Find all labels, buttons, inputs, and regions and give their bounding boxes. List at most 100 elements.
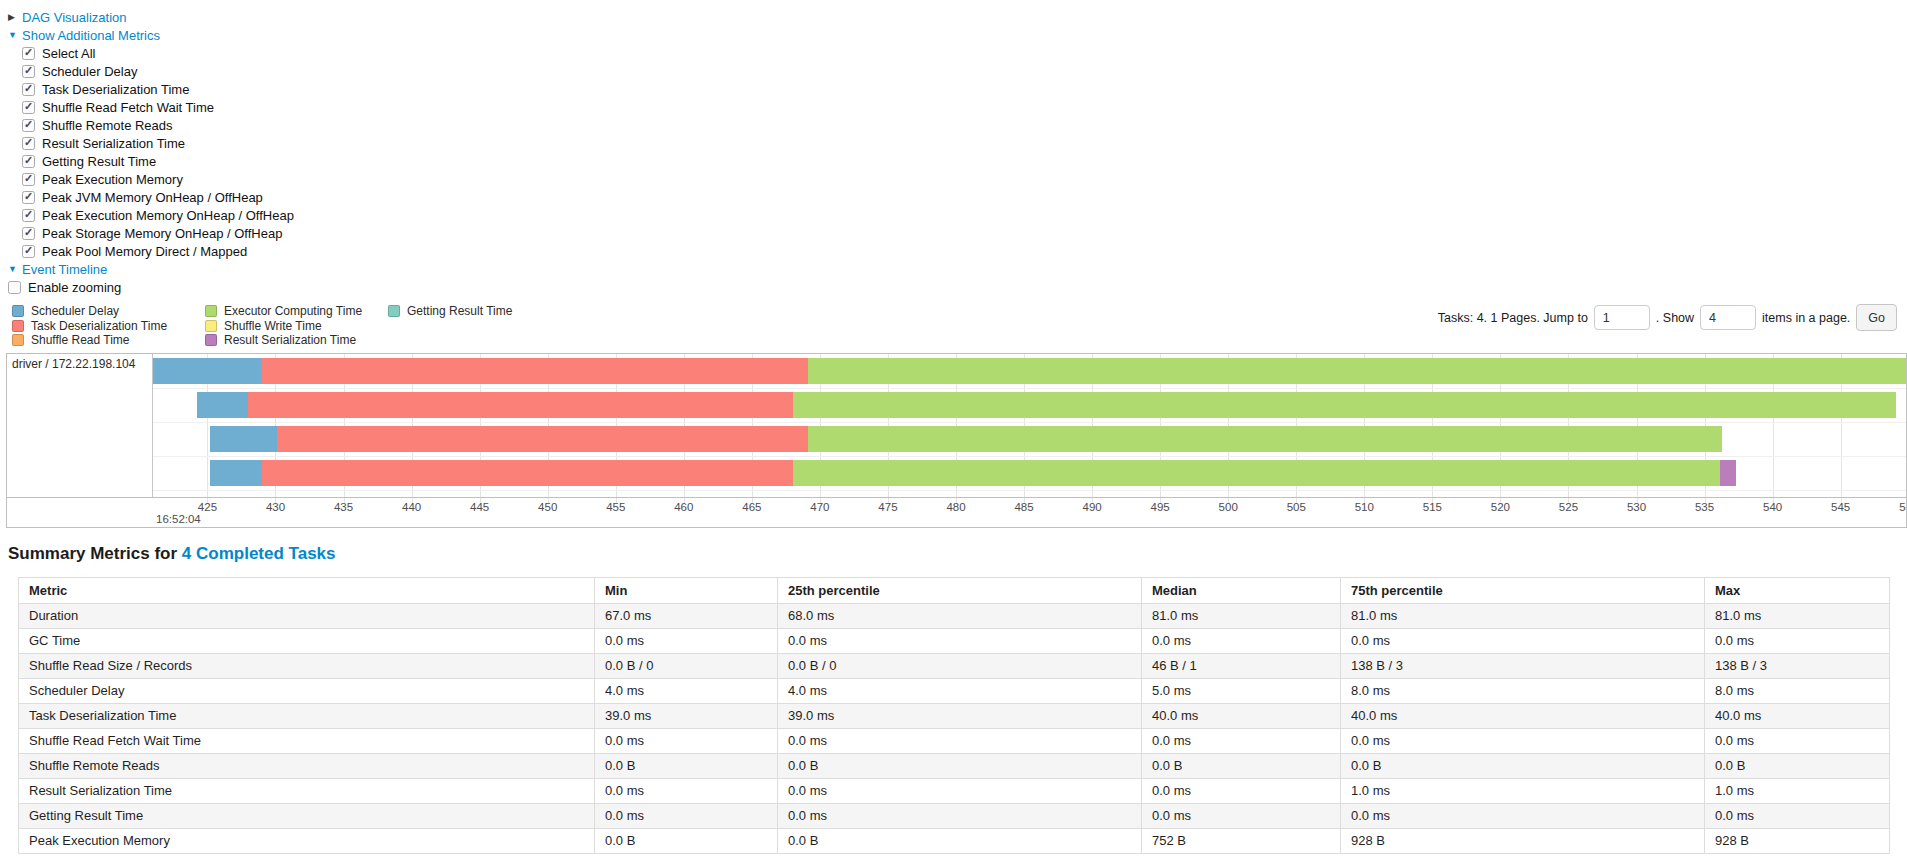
metric-value-cell: 0.0 ms bbox=[778, 804, 1142, 829]
metric-value-cell: 0.0 B bbox=[1705, 754, 1890, 779]
task-bar-segment[interactable] bbox=[197, 392, 249, 418]
metric-value-cell: 81.0 ms bbox=[1705, 604, 1890, 629]
metric-option-row: Peak Execution Memory OnHeap / OffHeap bbox=[22, 206, 1907, 224]
column-header: 75th percentile bbox=[1341, 578, 1705, 604]
metric-value-cell: 5.0 ms bbox=[1142, 679, 1341, 704]
axis-tick-label: 445 bbox=[470, 501, 489, 513]
metric-checkbox[interactable] bbox=[22, 47, 35, 60]
event-timeline-link[interactable]: Event Timeline bbox=[22, 262, 107, 277]
axis-tick-label: 505 bbox=[1287, 501, 1306, 513]
timeline-x-axis: 16:52:04 4254304354404454504554604654704… bbox=[153, 499, 1906, 527]
legend-swatch bbox=[205, 320, 217, 332]
table-body: Duration67.0 ms68.0 ms81.0 ms81.0 ms81.0… bbox=[19, 604, 1890, 854]
metric-checkbox[interactable] bbox=[22, 65, 35, 78]
metric-checkbox[interactable] bbox=[22, 155, 35, 168]
metric-value-cell: 40.0 ms bbox=[1341, 704, 1705, 729]
metric-option-row: Peak Execution Memory bbox=[22, 170, 1907, 188]
metric-value-cell: 0.0 B bbox=[1341, 754, 1705, 779]
metric-checkbox[interactable] bbox=[22, 137, 35, 150]
metric-checkbox-label: Peak Storage Memory OnHeap / OffHeap bbox=[42, 226, 282, 241]
axis-tick-label: 480 bbox=[946, 501, 965, 513]
axis-tick-label: 425 bbox=[198, 501, 217, 513]
task-bar-segment[interactable] bbox=[262, 358, 808, 384]
metric-checkbox[interactable] bbox=[22, 209, 35, 222]
task-bar-segment[interactable] bbox=[262, 460, 793, 486]
metric-value-cell: 0.0 ms bbox=[778, 729, 1142, 754]
go-button[interactable]: Go bbox=[1856, 304, 1897, 331]
metric-name-cell: Shuffle Read Fetch Wait Time bbox=[19, 729, 595, 754]
metric-checkbox[interactable] bbox=[22, 101, 35, 114]
executor-group-label: driver / 172.22.198.104 bbox=[7, 354, 152, 374]
metric-checkbox[interactable] bbox=[22, 227, 35, 240]
metric-option-row: Peak Pool Memory Direct / Mapped bbox=[22, 242, 1907, 260]
metric-option-row: Peak Storage Memory OnHeap / OffHeap bbox=[22, 224, 1907, 242]
task-bar-segment[interactable] bbox=[153, 358, 262, 384]
table-row: Shuffle Read Fetch Wait Time0.0 ms0.0 ms… bbox=[19, 729, 1890, 754]
metric-checkbox[interactable] bbox=[22, 119, 35, 132]
task-bar-segment[interactable] bbox=[793, 392, 1897, 418]
event-timeline-toggle[interactable]: ▼ Event Timeline bbox=[8, 260, 1907, 278]
legend-label: Executor Computing Time bbox=[224, 304, 362, 318]
dag-visualization-toggle[interactable]: ▶ DAG Visualization bbox=[8, 8, 1907, 26]
metric-checkbox[interactable] bbox=[22, 245, 35, 258]
row-gridline bbox=[153, 456, 1906, 457]
table-row: Shuffle Remote Reads0.0 B0.0 B0.0 B0.0 B… bbox=[19, 754, 1890, 779]
show-additional-metrics-link[interactable]: Show Additional Metrics bbox=[22, 28, 160, 43]
metric-value-cell: 0.0 ms bbox=[1142, 804, 1341, 829]
axis-tick-label: 540 bbox=[1763, 501, 1782, 513]
enable-zooming-checkbox[interactable] bbox=[8, 281, 21, 294]
metric-value-cell: 8.0 ms bbox=[1705, 679, 1890, 704]
metric-value-cell: 40.0 ms bbox=[1705, 704, 1890, 729]
metric-option-row: Result Serialization Time bbox=[22, 134, 1907, 152]
metric-value-cell: 4.0 ms bbox=[595, 679, 778, 704]
axis-tick-label: 435 bbox=[334, 501, 353, 513]
task-bar-segment[interactable] bbox=[277, 426, 808, 452]
metric-checkbox[interactable] bbox=[22, 191, 35, 204]
legend-label: Result Serialization Time bbox=[224, 333, 356, 347]
axis-tick-label: 455 bbox=[606, 501, 625, 513]
task-bar-segment[interactable] bbox=[808, 358, 1906, 384]
axis-tick-label: 545 bbox=[1831, 501, 1850, 513]
legend-label: Shuffle Read Time bbox=[31, 333, 130, 347]
task-bar-segment[interactable] bbox=[808, 426, 1723, 452]
metric-value-cell: 0.0 ms bbox=[1341, 629, 1705, 654]
metric-checkbox-label: Peak Execution Memory OnHeap / OffHeap bbox=[42, 208, 294, 223]
metric-name-cell: Scheduler Delay bbox=[19, 679, 595, 704]
jump-to-page-input[interactable] bbox=[1594, 305, 1650, 330]
stage-page-controls: ▶ DAG Visualization ▼ Show Additional Me… bbox=[0, 0, 1907, 296]
metric-value-cell: 4.0 ms bbox=[778, 679, 1142, 704]
legend-swatch bbox=[205, 305, 217, 317]
dag-visualization-link[interactable]: DAG Visualization bbox=[22, 10, 127, 25]
axis-tick-label: 475 bbox=[878, 501, 897, 513]
table-row: Getting Result Time0.0 ms0.0 ms0.0 ms0.0… bbox=[19, 804, 1890, 829]
legend-swatch bbox=[388, 305, 400, 317]
metric-option-row: Peak JVM Memory OnHeap / OffHeap bbox=[22, 188, 1907, 206]
table-header-row: MetricMin25th percentileMedian75th perce… bbox=[19, 578, 1890, 604]
show-additional-metrics-toggle[interactable]: ▼ Show Additional Metrics bbox=[8, 26, 1907, 44]
metric-value-cell: 0.0 ms bbox=[778, 629, 1142, 654]
legend-item: Scheduler Delay bbox=[12, 304, 205, 319]
table-row: Task Deserialization Time39.0 ms39.0 ms4… bbox=[19, 704, 1890, 729]
legend-column: Scheduler DelayTask Deserialization Time… bbox=[12, 304, 205, 348]
axis-tick-label: 510 bbox=[1355, 501, 1374, 513]
metric-value-cell: 752 B bbox=[1142, 829, 1341, 854]
metric-checkbox[interactable] bbox=[22, 83, 35, 96]
pagination-suffix-text: items in a page. bbox=[1762, 311, 1850, 325]
metric-name-cell: Peak Execution Memory bbox=[19, 829, 595, 854]
metric-checkbox[interactable] bbox=[22, 173, 35, 186]
task-bar-segment[interactable] bbox=[1720, 460, 1736, 486]
metric-value-cell: 39.0 ms bbox=[595, 704, 778, 729]
task-bar-segment[interactable] bbox=[210, 460, 262, 486]
metric-name-cell: Getting Result Time bbox=[19, 804, 595, 829]
task-bar-segment[interactable] bbox=[793, 460, 1720, 486]
metric-option-row: Task Deserialization Time bbox=[22, 80, 1907, 98]
metric-value-cell: 0.0 ms bbox=[1705, 729, 1890, 754]
task-bar-segment[interactable] bbox=[210, 426, 277, 452]
metric-value-cell: 0.0 ms bbox=[595, 729, 778, 754]
table-row: Scheduler Delay4.0 ms4.0 ms5.0 ms8.0 ms8… bbox=[19, 679, 1890, 704]
metric-value-cell: 0.0 ms bbox=[1142, 729, 1341, 754]
pagination-mid-text: . Show bbox=[1656, 311, 1694, 325]
task-bar-segment[interactable] bbox=[248, 392, 792, 418]
completed-tasks-link[interactable]: 4 Completed Tasks bbox=[182, 544, 336, 563]
items-per-page-input[interactable] bbox=[1700, 305, 1756, 330]
